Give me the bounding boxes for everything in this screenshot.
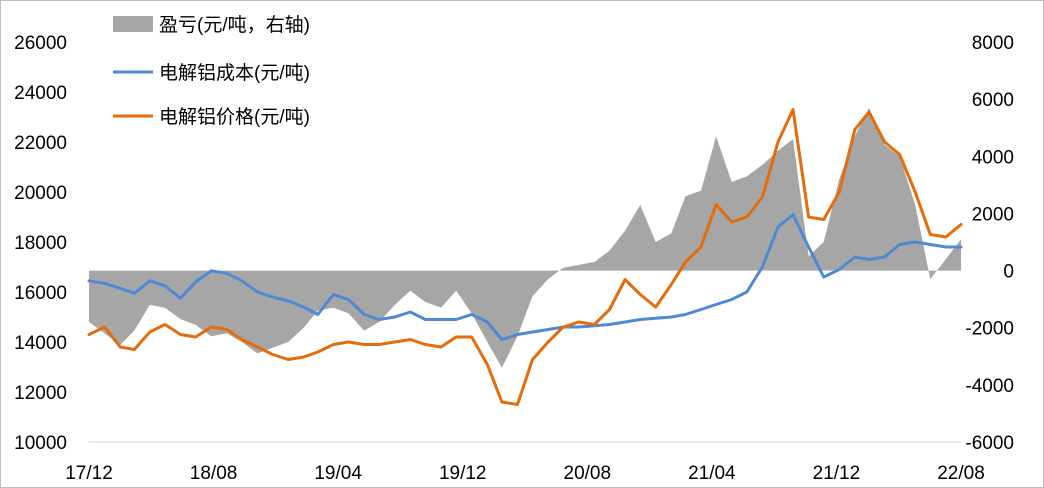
right-tick-label: 8000: [972, 33, 1014, 54]
left-tick-label: 18000: [14, 233, 67, 254]
right-tick-label: 4000: [972, 147, 1014, 168]
right-tick-label: 6000: [972, 90, 1014, 111]
legend: 盈亏(元/吨，右轴) 电解铝成本(元/吨) 电解铝价格(元/吨): [113, 14, 310, 128]
right-tick-label: 0: [1003, 262, 1014, 283]
left-tick-label: 14000: [14, 333, 67, 354]
legend-label: 盈亏(元/吨，右轴): [159, 14, 310, 36]
x-tick-label: 20/08: [564, 463, 612, 484]
right-tick-label: -2000: [965, 319, 1014, 340]
profit-area: [89, 107, 961, 368]
right-tick-label: 2000: [972, 204, 1014, 225]
left-tick-label: 10000: [14, 433, 67, 454]
price-line: [87, 108, 963, 406]
left-tick-label: 20000: [14, 183, 67, 204]
x-tick-label: 17/12: [65, 463, 113, 484]
x-tick-label: 19/12: [439, 463, 487, 484]
left-tick-label: 22000: [14, 133, 67, 154]
right-tick-label: -6000: [965, 433, 1014, 454]
left-tick-label: 16000: [14, 283, 67, 304]
x-tick-label: 21/12: [813, 463, 861, 484]
right-axis-ticks: -6000 -4000 -2000 0 2000 4000 6000 8000: [965, 33, 1014, 454]
x-axis-ticks: 17/12 18/08 19/04 19/12 20/08 21/04 21/12 22/08: [65, 463, 985, 484]
x-tick-label: 19/04: [314, 463, 362, 484]
left-tick-label: 12000: [14, 383, 67, 404]
legend-label: 电解铝价格(元/吨): [159, 106, 310, 128]
legend-swatch-area: [113, 16, 153, 32]
x-tick-label: 22/08: [937, 463, 985, 484]
x-tick-label: 18/08: [190, 463, 238, 484]
left-axis-ticks: 10000 12000 14000 16000 18000 20000 22000 24000…: [14, 33, 67, 454]
left-tick-label: 26000: [14, 33, 67, 54]
cost-line: [87, 213, 963, 341]
profit-area-layer: [89, 107, 961, 368]
legend-label: 电解铝成本(元/吨): [159, 62, 310, 84]
x-tick-label: 21/04: [688, 463, 736, 484]
line-layer: [87, 108, 963, 406]
right-tick-label: -4000: [965, 376, 1014, 397]
left-tick-label: 24000: [14, 83, 67, 104]
